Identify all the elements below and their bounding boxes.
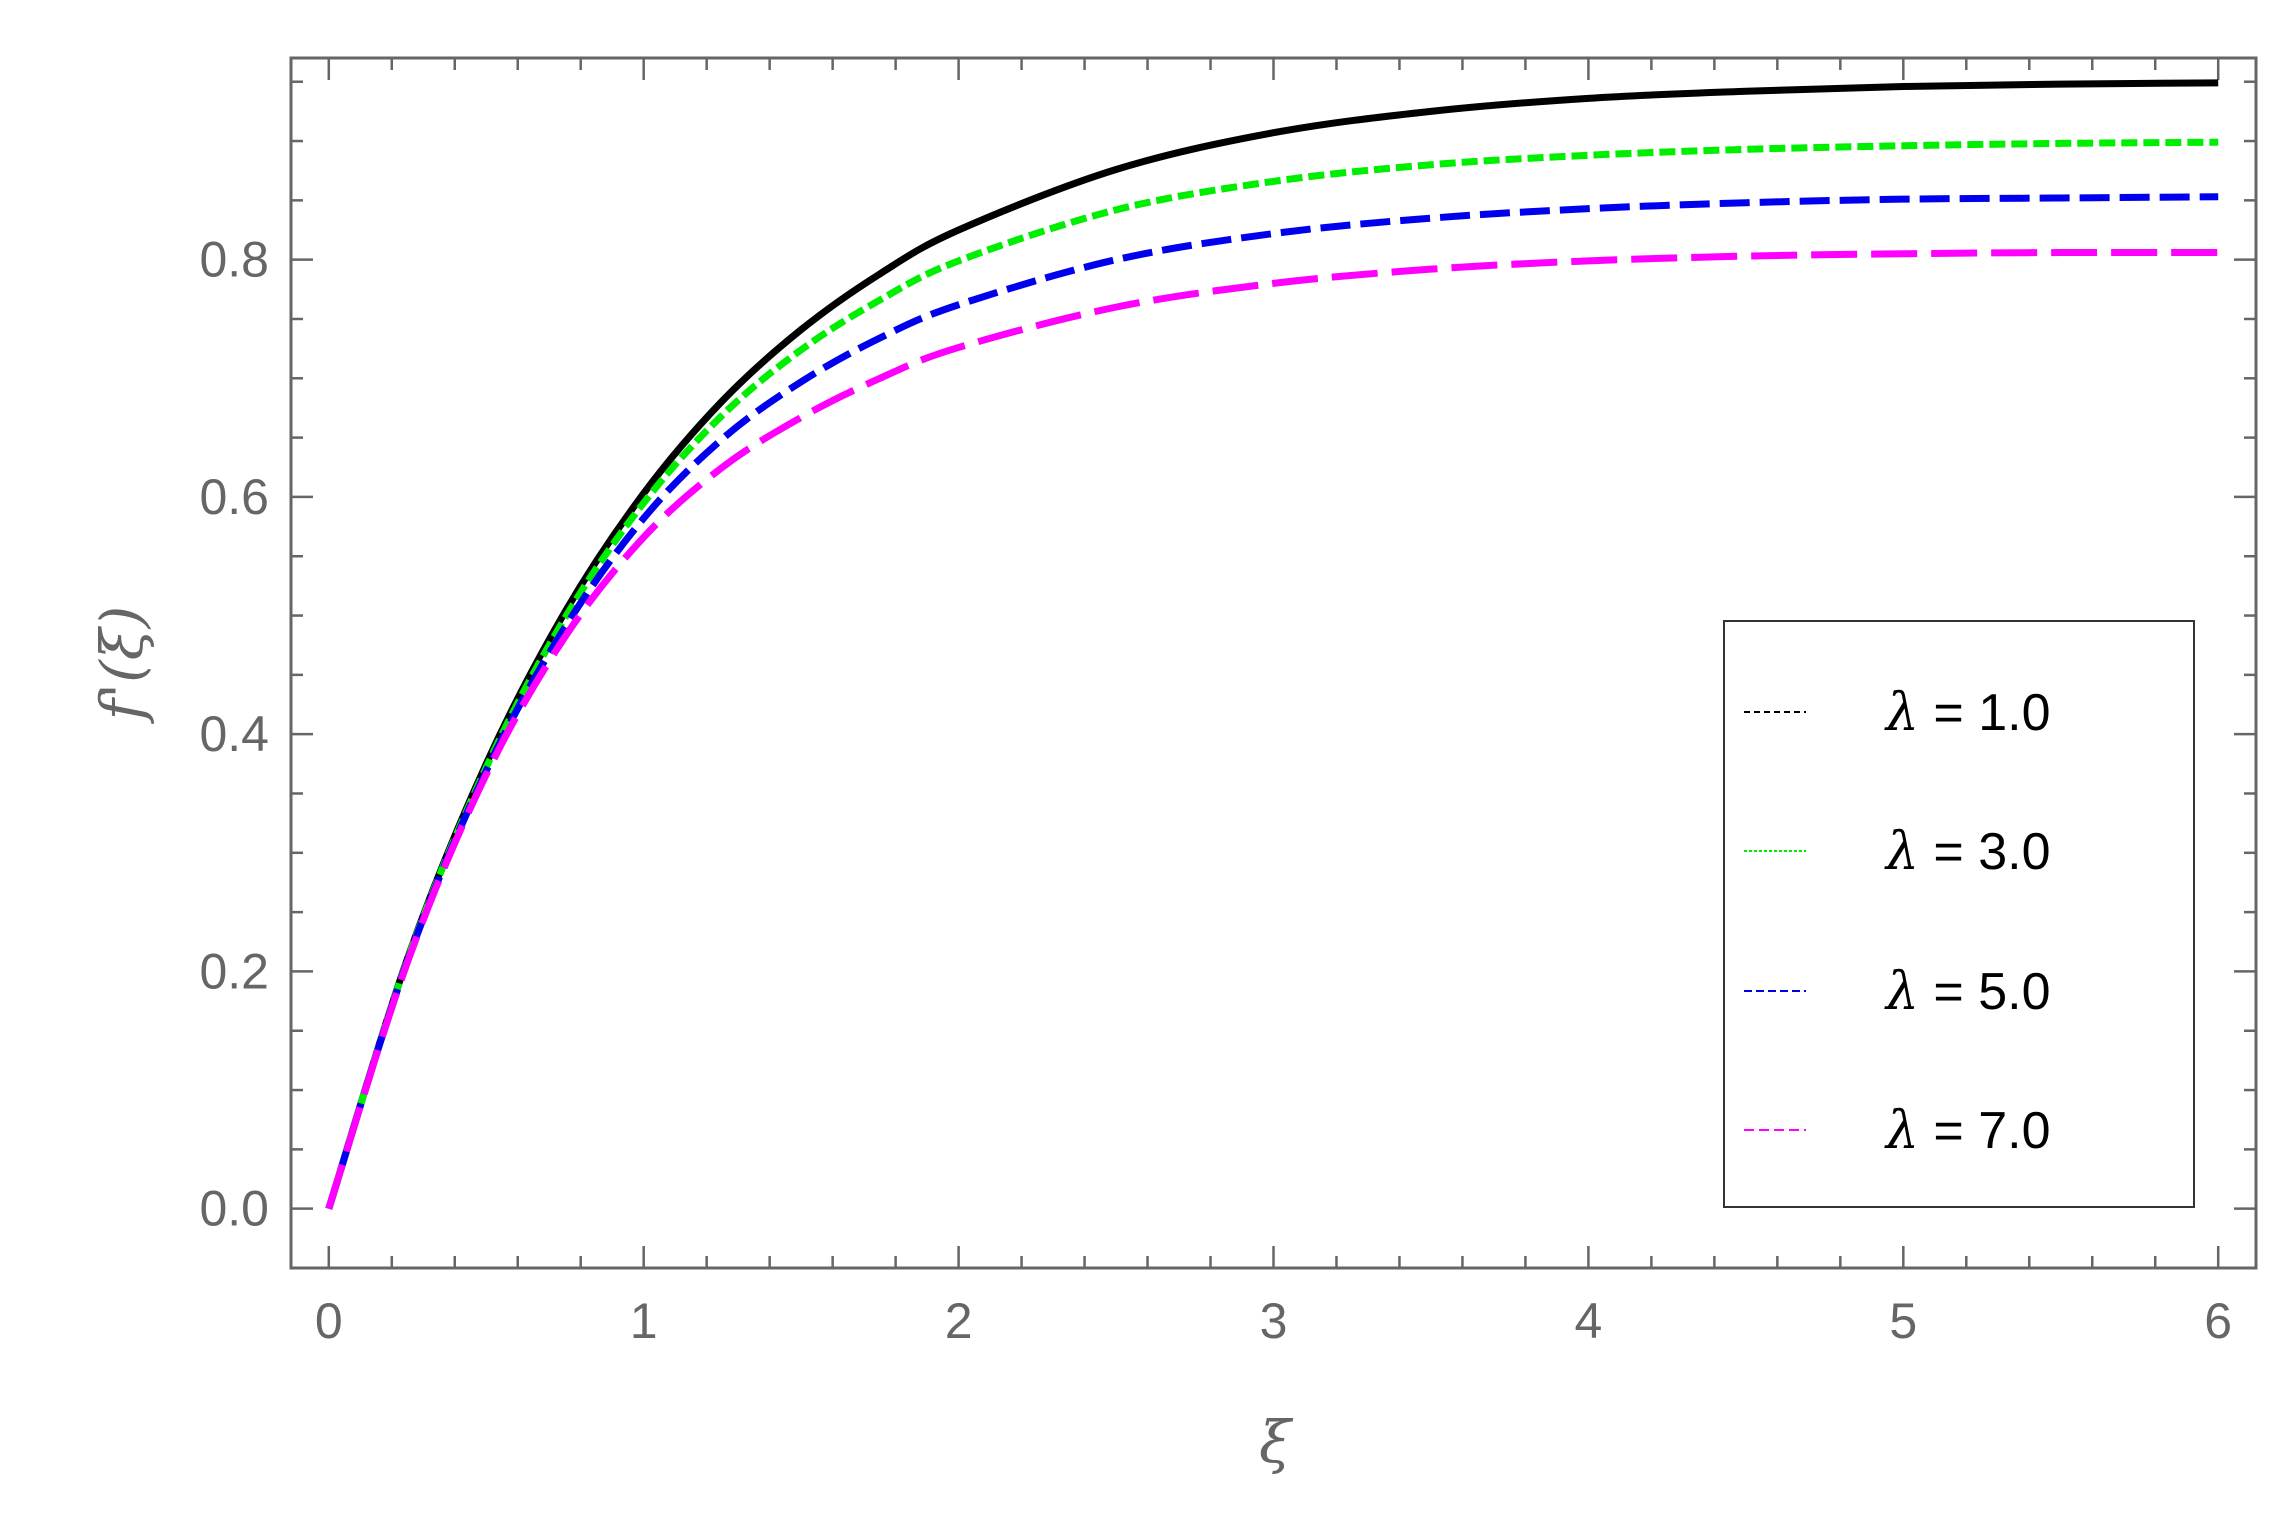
legend: λ = 1.0 λ = 3.0 λ = 5.0 λ = 7.0 bbox=[1723, 620, 2195, 1208]
series-lines bbox=[325, 79, 2219, 1210]
y-tick-label: 0.2 bbox=[199, 943, 269, 999]
x-tick-label: 6 bbox=[2204, 1293, 2232, 1349]
y-axis-label: f'(ξ) bbox=[88, 606, 156, 725]
legend-label-1: λ = 1.0 bbox=[1884, 683, 2051, 743]
legend-box bbox=[1723, 620, 2195, 1208]
legend-label-2: λ = 3.0 bbox=[1884, 822, 2051, 882]
y-tick-label: 0.0 bbox=[199, 1181, 269, 1237]
tick-marks bbox=[291, 58, 2256, 1270]
x-tick-label: 4 bbox=[1574, 1293, 1602, 1349]
x-tick-label: 1 bbox=[630, 1293, 658, 1349]
legend-label-4: λ = 7.0 bbox=[1884, 1101, 2051, 1161]
x-tick-label: 3 bbox=[1260, 1293, 1288, 1349]
y-tick-label: 0.8 bbox=[199, 232, 269, 288]
x-tick-label: 5 bbox=[1889, 1293, 1917, 1349]
y-tick-label: 0.4 bbox=[199, 706, 269, 762]
tick-labels: 0 1 2 3 4 5 6 0.0 0.2 0.4 0.6 0.8 bbox=[199, 232, 2232, 1349]
series-line-1 bbox=[325, 79, 2219, 1210]
y-tick-label: 0.6 bbox=[199, 469, 269, 525]
series-line-4 bbox=[325, 248, 2219, 1210]
legend-label-3: λ = 5.0 bbox=[1884, 962, 2051, 1022]
legend-items: λ = 1.0 λ = 3.0 λ = 5.0 λ = 7.0 bbox=[1744, 683, 2051, 1161]
x-tick-label: 0 bbox=[315, 1293, 343, 1349]
x-axis-label: ξ bbox=[1259, 1408, 1294, 1476]
x-tick-label: 2 bbox=[945, 1293, 973, 1349]
